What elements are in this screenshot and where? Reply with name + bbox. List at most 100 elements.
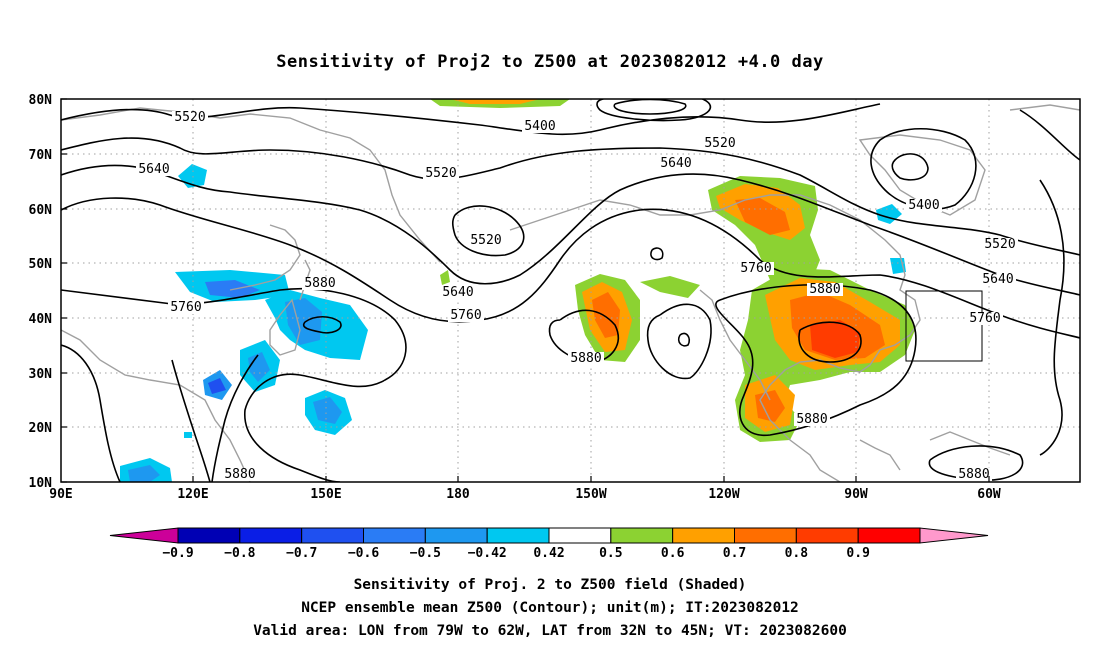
positive-sensitivity-shading [430, 99, 915, 442]
colorbar-label: −0.42 [468, 546, 507, 561]
lat-lon-grid [61, 99, 1080, 482]
colorbar-swatch [301, 527, 364, 544]
contour-labels: 5520 5400 5520 5640 5520 5640 5400 5520 5520 5760… [136, 110, 1018, 482]
contour-label-bg [136, 163, 172, 176]
footer-line-3: Valid area: LON from 79W to 62W, LAT fro… [253, 623, 847, 639]
lon-label: 120W [708, 487, 739, 502]
lat-label: 50N [29, 257, 53, 272]
latitude-labels: 80N 70N 60N 50N 40N 30N 20N 10N [29, 93, 53, 491]
contour-label-bg [172, 111, 208, 124]
colorbar: −0.9 −0.8 −0.7 −0.6 −0.5 −0.42 0.42 0.5 0.6 0.7 0.… [109, 527, 989, 561]
contour-label-bg [980, 273, 1016, 286]
colorbar-high-extend [919, 527, 989, 544]
contour-label: 5400 [524, 119, 555, 134]
contour-label: 5520 [174, 110, 205, 125]
contour-label: 5880 [796, 412, 827, 427]
contour-label-bg [302, 277, 338, 290]
lat-label: 30N [29, 367, 53, 382]
axis-ticks [61, 98, 990, 483]
contour-label: 5880 [224, 467, 255, 482]
lon-label: 120E [177, 487, 208, 502]
contour-label-bg [440, 286, 476, 299]
lat-label: 40N [29, 312, 53, 327]
contour-label: 5880 [958, 467, 989, 482]
colorbar-label: 0.5 [599, 546, 622, 561]
colorbar-label: 0.9 [846, 546, 869, 561]
footer-line-2: NCEP ensemble mean Z500 (Contour); unit(… [301, 600, 799, 616]
contour-label-bg [168, 301, 204, 314]
colorbar-label: 0.42 [533, 546, 564, 561]
contour-label-bg [906, 199, 942, 212]
lon-label: 150W [575, 487, 606, 502]
contour-label-bg [807, 283, 843, 296]
colorbar-swatch [363, 527, 426, 544]
contour-label: 5520 [470, 233, 501, 248]
colorbar-swatch [177, 527, 241, 544]
lon-label: 150E [310, 487, 341, 502]
footer-line-1: Sensitivity of Proj. 2 to Z500 field (Sh… [354, 577, 747, 593]
contour-label-bg [658, 157, 694, 170]
contour-label: 5760 [450, 308, 481, 323]
colorbar-label: −0.5 [410, 546, 441, 561]
contour-label: 5400 [908, 198, 939, 213]
colorbar-swatch [857, 527, 921, 544]
contour-label-bg [702, 137, 738, 150]
contour-label: 5760 [170, 300, 201, 315]
contour-label: 5640 [138, 162, 169, 177]
lat-label: 10N [29, 476, 53, 491]
colorbar-swatch [672, 527, 736, 544]
contour-label-bg [956, 468, 992, 481]
contour-label: 5520 [704, 136, 735, 151]
contour-label-bg [967, 312, 1003, 325]
contour-label: 5640 [660, 156, 691, 171]
colorbar-label: −0.6 [348, 546, 379, 561]
colorbar-label: −0.7 [286, 546, 317, 561]
lat-label: 80N [29, 93, 53, 108]
lon-label: 90W [844, 487, 868, 502]
contour-label-bg [423, 167, 459, 180]
contour-label: 5520 [425, 166, 456, 181]
contour-label: 5880 [304, 276, 335, 291]
colorbar-label: −0.8 [224, 546, 255, 561]
contour-label-bg [448, 309, 484, 322]
colorbar-swatch [548, 527, 612, 544]
contour-label: 5640 [442, 285, 473, 300]
colorbar-swatch [486, 527, 550, 544]
colorbar-swatch [424, 527, 488, 544]
colorbar-swatch [239, 527, 303, 544]
contour-label-bg [522, 120, 558, 133]
lon-label: 90E [49, 487, 72, 502]
contour-label: 5880 [809, 282, 840, 297]
lon-label: 60W [977, 487, 1001, 502]
colorbar-label: 0.6 [661, 546, 685, 561]
longitude-labels: 90E 120E 150E 180 150W 120W 90W 60W [49, 487, 1001, 502]
contour-label-bg [738, 262, 774, 275]
lat-label: 70N [29, 148, 53, 163]
map-content: 5520 5400 5520 5640 5520 5640 5400 5520 5520 5760… [61, 99, 1080, 482]
colorbar-swatch [795, 527, 859, 544]
colorbar-swatch [610, 527, 674, 544]
contour-label: 5520 [984, 237, 1015, 252]
map-border [60, 98, 1081, 483]
contour-label-bg [222, 468, 258, 481]
lat-label: 60N [29, 203, 53, 218]
contour-label-bg [794, 413, 830, 426]
contour-label: 5760 [969, 311, 1000, 326]
contour-label: 5880 [570, 351, 601, 366]
verification-region-box [905, 290, 983, 362]
contour-label-bg [568, 352, 604, 365]
colorbar-label: 0.8 [785, 546, 809, 561]
z500-contours [61, 99, 1080, 482]
colorbar-label: 0.7 [723, 546, 746, 561]
contour-label-bg [982, 238, 1018, 251]
lat-label: 20N [29, 421, 53, 436]
figure-title: Sensitivity of Proj2 to Z500 at 20230820… [276, 52, 823, 72]
colorbar-label: −0.9 [162, 546, 193, 561]
lon-label: 180 [446, 487, 470, 502]
colorbar-low-extend [109, 527, 179, 544]
colorbar-swatch [734, 527, 797, 544]
contour-label: 5760 [740, 261, 771, 276]
contour-label-bg [468, 234, 504, 247]
contour-label: 5640 [982, 272, 1013, 287]
